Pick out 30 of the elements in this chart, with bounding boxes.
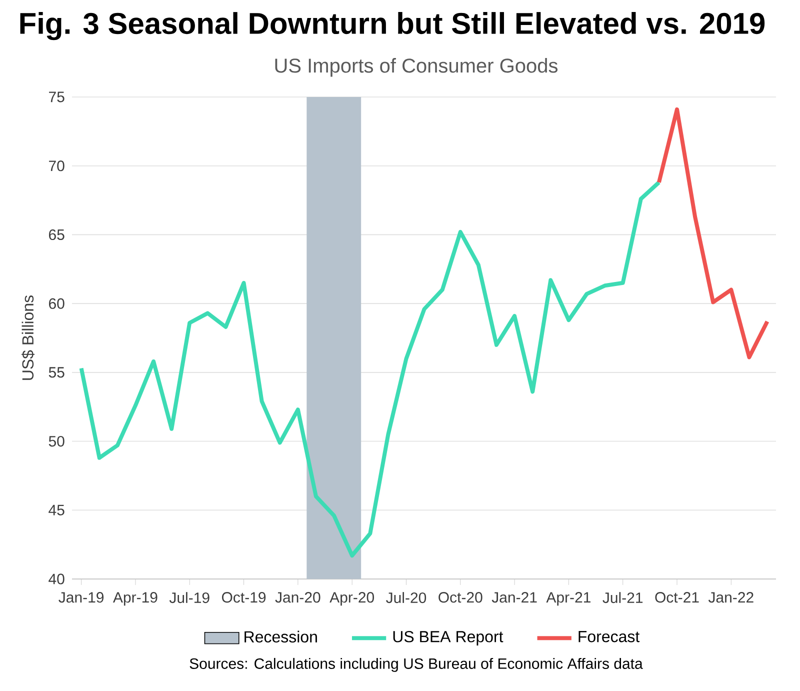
y-tick-label: 40	[48, 574, 64, 584]
x-tick-label: Oct-20	[438, 592, 482, 603]
x-tick-label: Apr-20	[330, 592, 374, 606]
x-tick-label: Jul-20	[386, 592, 426, 604]
chart-title: Fig. 3 Seasonal Downturn but Still Elevated vs. 2019	[20, 12, 765, 40]
source-note: Sources: Calculations including US Bureau of Economic Affairs data	[190, 658, 643, 672]
x-tick-label: Jul-21	[602, 592, 643, 604]
chart-subtitle: US Imports of Consumer Goods	[275, 58, 558, 77]
y-tick-label: 70	[49, 160, 64, 172]
y-tick-label: 65	[49, 229, 64, 240]
y-axis-title: US$ Billions	[22, 295, 35, 380]
y-tick-label: 45	[48, 504, 64, 516]
x-tick-label: Jan-21	[492, 592, 537, 603]
x-tick-label: Jan-20	[275, 592, 320, 603]
legend-label: Recession	[244, 630, 317, 643]
x-tick-label: Apr-21	[546, 592, 590, 606]
x-tick-label: Apr-19	[112, 592, 158, 606]
y-tick-label: 50	[48, 436, 64, 447]
x-tick-label: Oct-21	[655, 592, 699, 603]
line-series	[656, 107, 770, 360]
x-tick-label: Jul-19	[169, 592, 210, 604]
x-tick-label: Jan-22	[708, 592, 754, 603]
y-tick-label: 55	[48, 367, 64, 378]
x-tick-label: Jan-19	[58, 592, 104, 603]
legend-label: Forecast	[578, 631, 640, 642]
line-series	[79, 180, 661, 558]
y-tick-label: 60	[49, 298, 64, 309]
x-tick-label: Oct-19	[222, 592, 266, 603]
legend-label: US BEA Report	[393, 630, 504, 646]
y-tick-label: 75	[49, 92, 64, 102]
